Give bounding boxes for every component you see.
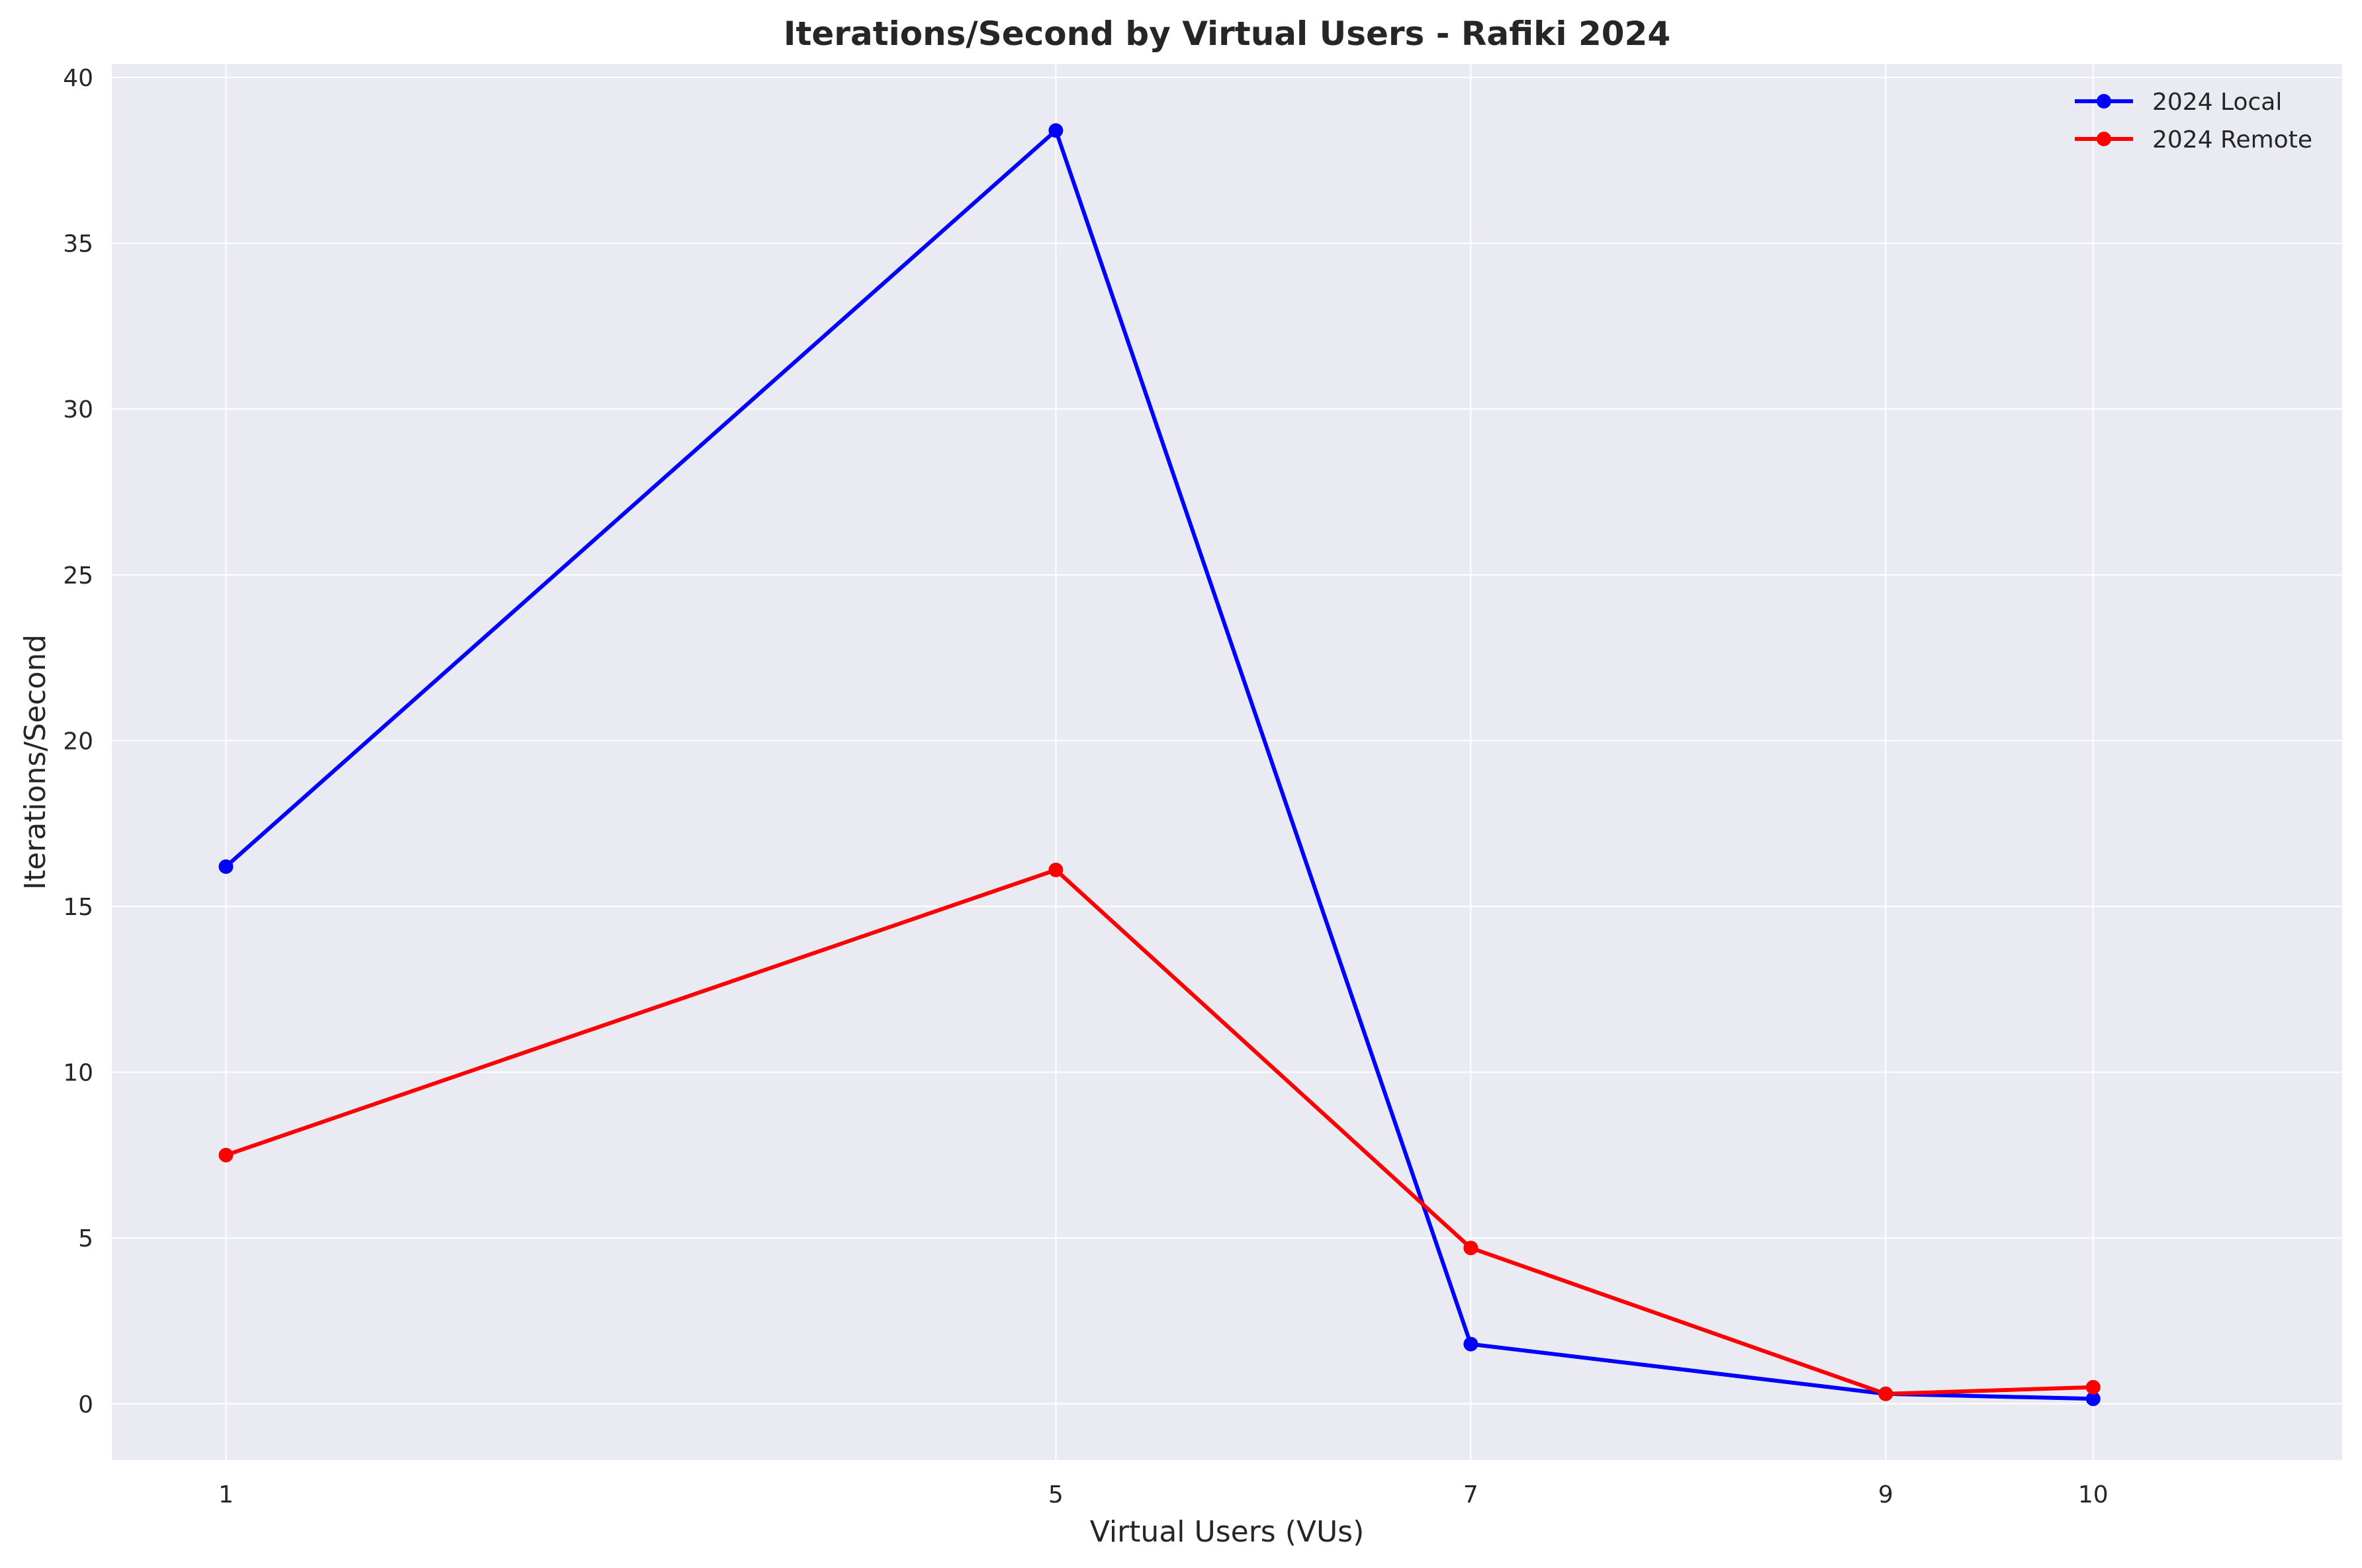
- x-tick-label: 1: [218, 1481, 234, 1508]
- x-tick-label: 7: [1463, 1481, 1478, 1508]
- plot-area: [112, 64, 2342, 1460]
- legend-label-local: 2024 Local: [2152, 89, 2282, 116]
- y-tick-label: 25: [63, 562, 93, 589]
- x-axis-label: Virtual Users (VUs): [1090, 1515, 1365, 1549]
- legend-entry-local: 2024 Local: [2075, 89, 2282, 116]
- y-tick-label: 10: [63, 1060, 93, 1087]
- grid-lines: [112, 64, 2342, 1460]
- data-point-2024-local: [1463, 1336, 1478, 1352]
- data-point-2024-local: [2085, 1391, 2101, 1407]
- legend-label-remote: 2024 Remote: [2152, 126, 2312, 153]
- chart-title: Iterations/Second by Virtual Users - Raf…: [784, 15, 1670, 53]
- data-point-2024-remote: [1878, 1386, 1893, 1401]
- y-tick-label: 5: [78, 1225, 93, 1252]
- legend: 2024 Local 2024 Remote: [2075, 89, 2312, 153]
- data-point-2024-local: [1048, 123, 1064, 138]
- y-tick-label: 20: [63, 728, 93, 755]
- y-axis-label: Iterations/Second: [19, 634, 52, 890]
- y-tick-label: 15: [63, 894, 93, 921]
- legend-marker-remote: [2097, 132, 2111, 146]
- data-point-2024-local: [218, 859, 234, 874]
- data-point-2024-remote: [218, 1147, 234, 1162]
- y-tick-label: 0: [78, 1391, 93, 1418]
- data-point-2024-remote: [1463, 1241, 1478, 1256]
- x-tick-label: 5: [1048, 1481, 1064, 1508]
- x-tick-label: 9: [1878, 1481, 1893, 1508]
- data-point-2024-remote: [1048, 862, 1064, 877]
- y-tick-label: 35: [63, 231, 93, 258]
- legend-marker-local: [2097, 94, 2111, 109]
- y-tick-label: 30: [63, 396, 93, 423]
- series-2024-remote: [218, 862, 2101, 1401]
- data-point-2024-remote: [2085, 1379, 2101, 1395]
- series-layer: [218, 123, 2101, 1407]
- y-tick-label: 40: [63, 65, 93, 92]
- legend-entry-remote: 2024 Remote: [2075, 126, 2312, 153]
- x-tick-label: 10: [2078, 1481, 2109, 1508]
